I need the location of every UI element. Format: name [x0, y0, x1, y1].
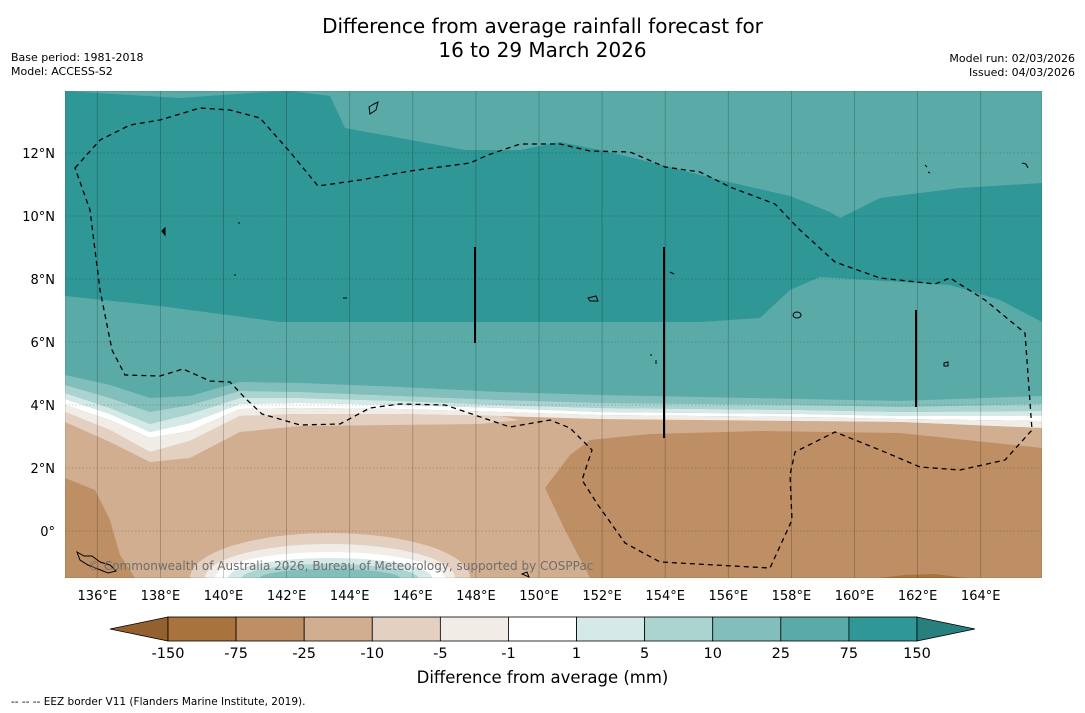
colorbar-tick-label: 75 [840, 646, 858, 662]
colorbar-tick-label: 150 [903, 646, 931, 662]
island-small-7 [650, 354, 657, 364]
island-kosrae [943, 361, 949, 367]
colorbar [109, 616, 976, 642]
longitude-label: 158°E [772, 589, 812, 604]
latitude-label: 4°N [31, 399, 56, 414]
colorbar-segment [235, 616, 305, 642]
colorbar-segment [576, 616, 646, 642]
shade-dry-75-25-west [65, 478, 135, 578]
colorbar-labels: -150 -75 -25 -10 -5 -1 1 5 10 25 75 150 [152, 646, 931, 662]
island-small-5 [924, 164, 931, 174]
latitude-label: 0° [40, 525, 55, 540]
latitude-label: 8°N [31, 273, 56, 288]
eez-border [74, 107, 1033, 569]
longitude-label: 154°E [645, 589, 685, 604]
longitude-label: 148°E [456, 589, 496, 604]
shade-neutral [65, 399, 1042, 438]
colorbar-segment [167, 616, 237, 642]
issued-date: Issued: 04/03/2026 [968, 66, 1075, 79]
colorbar-title: Difference from average (mm) [416, 668, 669, 687]
colorbar-segment [848, 616, 918, 642]
longitude-label: 144°E [330, 589, 370, 604]
island-north-guam [368, 101, 379, 115]
eez-footnote: -- -- -- EEZ border V11 (Flanders Marine… [11, 696, 306, 708]
island-small-6 [1021, 162, 1029, 169]
meta-left: Base period: 1981-2018 Model: ACCESS-S2 [11, 51, 143, 79]
longitude-label: 162°E [898, 589, 938, 604]
colorbar-segment [508, 616, 577, 642]
colorbar-tick-label: 25 [772, 646, 790, 662]
shade-wet-5-10 [65, 385, 1042, 424]
longitude-label: 164°E [961, 589, 1001, 604]
colorbar-segment [712, 616, 782, 642]
latitude-label: 10°N [22, 210, 55, 225]
island-new-guinea-tip [76, 550, 117, 574]
islands [76, 101, 1029, 578]
longitude-label: 138°E [141, 589, 181, 604]
latitude-label: 2°N [31, 462, 56, 477]
copyright-notice: © Commonwealth of Australia 2026, Bureau… [88, 559, 593, 573]
latitude-label: 6°N [31, 336, 56, 351]
colorbar-tick-label: 1 [572, 646, 581, 662]
meta-right: Model run: 02/03/2026 Issued: 04/03/2026 [949, 52, 1075, 80]
shade-dry-5-10 [65, 412, 520, 462]
title-line-2: 16 to 29 March 2026 [438, 38, 647, 62]
colorbar-segment [780, 616, 850, 642]
colorbar-tick-label: 10 [704, 646, 722, 662]
longitude-label: 152°E [582, 589, 622, 604]
colorbar-tick-label: -1 [501, 646, 515, 662]
island-chuuk [587, 295, 599, 302]
longitude-label: 146°E [393, 589, 433, 604]
shade-dry-75-25-east [545, 431, 1042, 578]
longitude-label: 160°E [835, 589, 875, 604]
longitude-label: 156°E [709, 589, 749, 604]
longitude-label: 150°E [519, 589, 559, 604]
colorbar-segment [303, 616, 373, 642]
colorbar-tick-label: -25 [292, 646, 316, 662]
longitude-label: 142°E [267, 589, 307, 604]
longitude-label: 140°E [204, 589, 244, 604]
colorbar-tick-label: 5 [640, 646, 649, 662]
colorbar-tick-label: -150 [152, 646, 185, 662]
shade-wet-1-5 [65, 393, 1042, 432]
model-run-date: Model run: 02/03/2026 [949, 52, 1075, 65]
shade-dry-1-5 [65, 405, 1042, 452]
model-name: Model: ACCESS-S2 [11, 65, 113, 78]
colorbar-under-arrow [109, 616, 169, 642]
colorbar-tick-label: -5 [433, 646, 447, 662]
colorbar-segment [439, 616, 509, 642]
longitude-label: 136°E [78, 589, 118, 604]
colorbar-segment [371, 616, 441, 642]
latitude-labels: 12°N 10°N 8°N 6°N 4°N 2°N 0° [22, 147, 55, 540]
colorbar-segment [644, 616, 714, 642]
shade-dry-150-75 [880, 574, 965, 578]
colorbar-tick-label: -75 [224, 646, 248, 662]
island-small-4 [669, 271, 675, 275]
title-line-1: Difference from average rainfall forecas… [322, 14, 763, 38]
colorbar-over-arrow [916, 616, 976, 642]
base-period: Base period: 1981-2018 [11, 51, 144, 64]
island-pohnpei [792, 311, 802, 319]
island-admiralty [520, 571, 530, 578]
shade-wet-75-150 [65, 91, 1042, 322]
latitude-label: 12°N [22, 147, 55, 162]
southern-blob-wet-10-25 [260, 569, 400, 578]
shade-wet-10-25 [65, 375, 1042, 412]
island-yap [161, 226, 166, 237]
colorbar-tick-label: -10 [360, 646, 384, 662]
longitude-labels: 136°E 138°E 140°E 142°E 144°E 146°E 148°E 150°E… [78, 589, 1001, 604]
map-area: © Commonwealth of Australia 2026, Bureau… [65, 91, 1042, 578]
map-title: Difference from average rainfall forecas… [0, 14, 1085, 62]
